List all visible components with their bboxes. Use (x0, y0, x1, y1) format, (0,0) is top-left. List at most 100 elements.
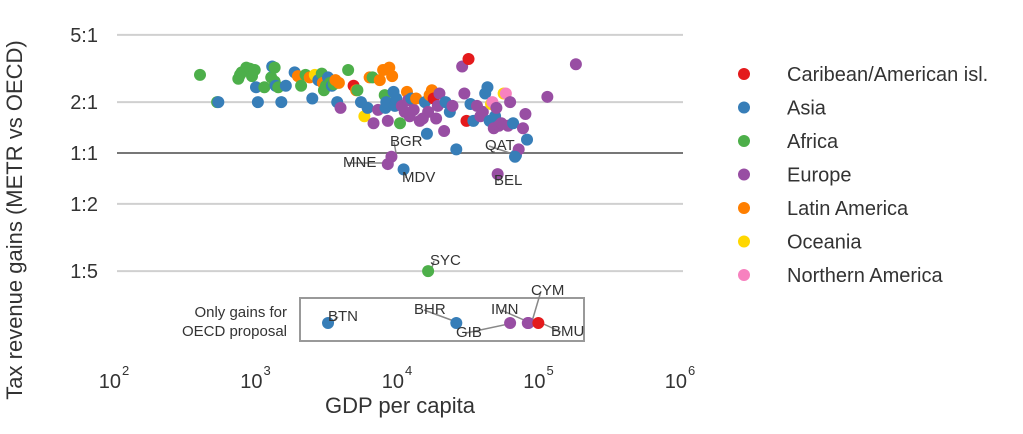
annotation-label: SYC (430, 252, 461, 269)
annotation-arrow (541, 322, 562, 333)
annotation-label: BHR (414, 301, 446, 318)
data-point (258, 81, 271, 94)
data-point (381, 114, 394, 127)
data-point (509, 150, 522, 163)
data-point (334, 101, 347, 114)
data-point (248, 63, 261, 76)
data-point-oecd-only (522, 317, 535, 329)
x-tick-label: 10 (523, 371, 545, 393)
data-point (407, 103, 420, 116)
data-point (521, 133, 534, 146)
data-point (491, 168, 504, 181)
data-point (458, 87, 471, 100)
annotation-label: CYM (531, 282, 564, 299)
annotation-label: MDV (402, 169, 435, 186)
annotation-label: BMU (551, 323, 584, 340)
data-point (332, 76, 345, 89)
x-tick-label: 10 (240, 371, 262, 393)
data-points (194, 52, 582, 329)
data-point (351, 84, 364, 97)
y-tick-label: 2:1 (70, 92, 98, 114)
data-point-oecd-only (450, 317, 463, 329)
legend-label: Northern America (787, 265, 943, 287)
data-point (430, 112, 443, 125)
data-point (361, 101, 374, 114)
annotation-label: BGR (390, 133, 423, 150)
legend-marker (738, 202, 750, 214)
data-point (295, 79, 308, 92)
data-point (519, 108, 532, 121)
data-point (394, 117, 406, 130)
data-point (386, 70, 399, 83)
legend-label: Oceania (787, 232, 862, 254)
annotation-label: BEL (494, 172, 522, 189)
data-point (438, 124, 451, 137)
data-point (381, 158, 394, 171)
data-point (251, 96, 264, 109)
data-point (306, 92, 319, 105)
x-tick-exponent: 5 (547, 363, 554, 378)
data-point (397, 163, 410, 176)
legend-label: Africa (787, 131, 839, 153)
data-point-oecd-only (532, 317, 545, 329)
annotation-label: IMN (491, 301, 519, 318)
data-point (249, 81, 262, 94)
y-tick-label: 1:1 (70, 143, 98, 165)
data-point (420, 127, 433, 140)
data-point (433, 87, 446, 100)
x-tick-label: 10 (382, 371, 404, 393)
y-tick-label: 1:5 (70, 261, 98, 283)
y-axis-title: Tax revenue gains (METR vs OECD) (2, 40, 27, 399)
annotation-arrow (530, 290, 542, 324)
x-tick-label: 10 (665, 371, 687, 393)
data-point (422, 265, 435, 278)
annotation-label: GIB (456, 324, 482, 341)
data-point (507, 117, 520, 130)
data-point (194, 68, 207, 81)
annotations: BGR MNE MDV QAT BEL SYC BTN BHR GIB IMN CYM BMU (328, 133, 584, 341)
data-point (481, 81, 494, 94)
x-axis-title: GDP per capita (325, 393, 476, 418)
data-point-oecd-only (322, 317, 335, 329)
legend-label: Latin America (787, 198, 909, 220)
legend-marker (738, 101, 750, 114)
data-point (516, 122, 529, 135)
x-tick-exponent: 4 (405, 363, 412, 378)
data-point (373, 74, 386, 87)
data-point (275, 96, 288, 109)
data-point (476, 105, 489, 118)
x-tick-exponent: 3 (264, 363, 271, 378)
data-point (462, 52, 475, 65)
legend-marker (738, 269, 750, 281)
box-note-line: Only gains for (194, 304, 287, 321)
only-oecd-box: Only gains for OECD proposal (182, 297, 585, 342)
data-point (569, 58, 582, 71)
y-axis-ticks: 5:1 2:1 1:1 1:2 1:5 (70, 25, 98, 283)
data-point (342, 63, 355, 76)
data-point (367, 117, 380, 130)
data-point-oecd-only (504, 317, 517, 329)
data-point (268, 61, 281, 74)
box-note-line: OECD proposal (182, 323, 287, 340)
data-point (450, 143, 463, 156)
annotation-label: MNE (343, 154, 376, 171)
data-point (446, 99, 459, 112)
data-point (212, 96, 225, 109)
x-tick-label: 10 (99, 371, 121, 393)
data-point (279, 79, 292, 92)
legend-label: Caribean/American isl. (787, 64, 988, 86)
legend-label: Asia (787, 98, 827, 120)
legend-marker (738, 68, 750, 80)
legend-marker (738, 235, 750, 248)
legend-label: Europe (787, 165, 852, 187)
x-tick-exponent: 2 (122, 363, 129, 378)
y-tick-label: 1:2 (70, 194, 98, 216)
only-oecd-box-frame (299, 297, 585, 342)
legend-marker (738, 135, 750, 147)
data-point (541, 90, 554, 103)
x-tick-exponent: 6 (688, 363, 695, 378)
legend: Caribean/American isl. Asia Africa Europe La… (738, 64, 988, 287)
data-point (490, 101, 503, 114)
